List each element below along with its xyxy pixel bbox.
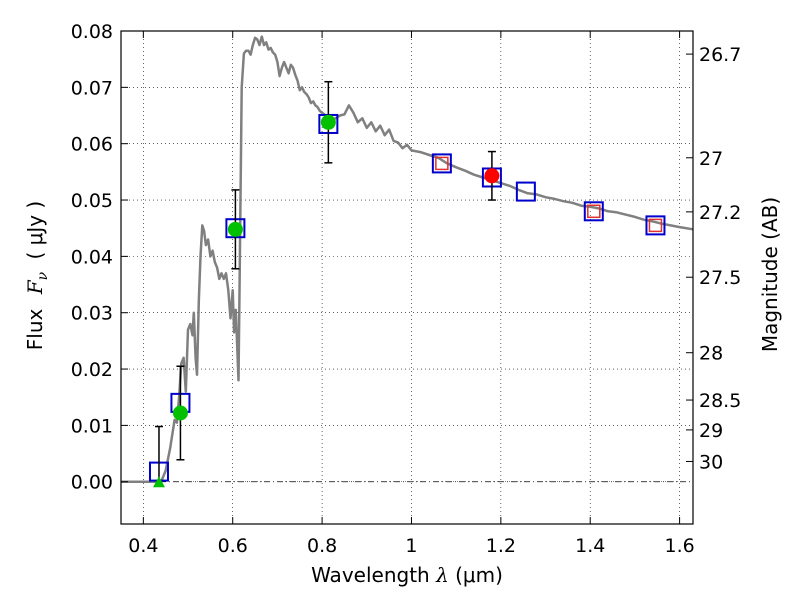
x-tick-label: 1.6 xyxy=(664,535,694,557)
x-tick-label: 0.6 xyxy=(218,535,248,557)
x-tick-label: 1.4 xyxy=(575,535,605,557)
y2-axis-label: Magnitude (AB) xyxy=(758,197,782,352)
y-tick-label: 0.07 xyxy=(71,77,113,99)
measured-photometry-point xyxy=(172,405,188,421)
x-tick-label: 0.8 xyxy=(307,535,337,557)
y2-tick-label: 27.5 xyxy=(699,267,741,289)
model-photometry-square xyxy=(645,215,666,236)
y2-tick-label: 26.7 xyxy=(699,44,741,66)
grid-lines xyxy=(121,31,693,524)
model-photometry-square xyxy=(515,181,536,202)
axis-ticks xyxy=(121,30,693,524)
predicted-photometry-square xyxy=(648,218,663,233)
y2-tick-label: 30 xyxy=(699,451,723,473)
y2-tick-labels: 26.7 27 27.2 27.5 28 28.5 29 30 xyxy=(699,44,741,473)
y-tick-label: 0.02 xyxy=(71,359,113,381)
y-tick-label: 0.04 xyxy=(71,246,113,268)
y-tick-label: 0.06 xyxy=(71,134,113,156)
x-axis-label: Wavelength λ (μm) xyxy=(311,563,503,587)
y-tick-label: 0.03 xyxy=(71,303,113,325)
y2-tick-label: 27 xyxy=(699,148,723,170)
y-axis-label: Flux Fν ( μJy ) xyxy=(23,201,52,350)
x-tick-label: 1 xyxy=(405,535,417,557)
predicted-photometry-square xyxy=(435,156,449,171)
model-sed-curve xyxy=(121,35,694,483)
measured-photometry-point xyxy=(484,168,500,184)
y2-tick-label: 28 xyxy=(699,343,723,365)
y2-tick-label: 28.5 xyxy=(699,390,741,412)
model-photometry-square xyxy=(431,153,452,174)
predicted-photometry-square xyxy=(587,204,601,219)
y-tick-label: 0.08 xyxy=(71,21,113,43)
y-tick-labels: 0.00 0.01 0.02 0.03 0.04 0.05 0.06 0.07 0.08 xyxy=(71,21,113,494)
y-tick-label: 0.01 xyxy=(71,415,113,437)
model-photometry-square xyxy=(583,201,604,222)
y-tick-label: 0.05 xyxy=(71,190,113,212)
data-markers xyxy=(148,80,666,488)
x-tick-label: 1.2 xyxy=(486,535,516,557)
x-tick-label: 0.4 xyxy=(128,535,158,557)
upper-limit-triangle xyxy=(152,476,165,488)
y-tick-label: 0.00 xyxy=(71,472,113,494)
y2-tick-label: 27.2 xyxy=(699,202,741,224)
plot-frame xyxy=(120,30,694,525)
measured-photometry-point xyxy=(227,221,243,237)
measured-photometry-point xyxy=(320,114,336,130)
y2-tick-label: 29 xyxy=(699,420,723,442)
x-tick-labels: 0.4 0.6 0.8 1 1.2 1.4 1.6 xyxy=(128,535,694,557)
